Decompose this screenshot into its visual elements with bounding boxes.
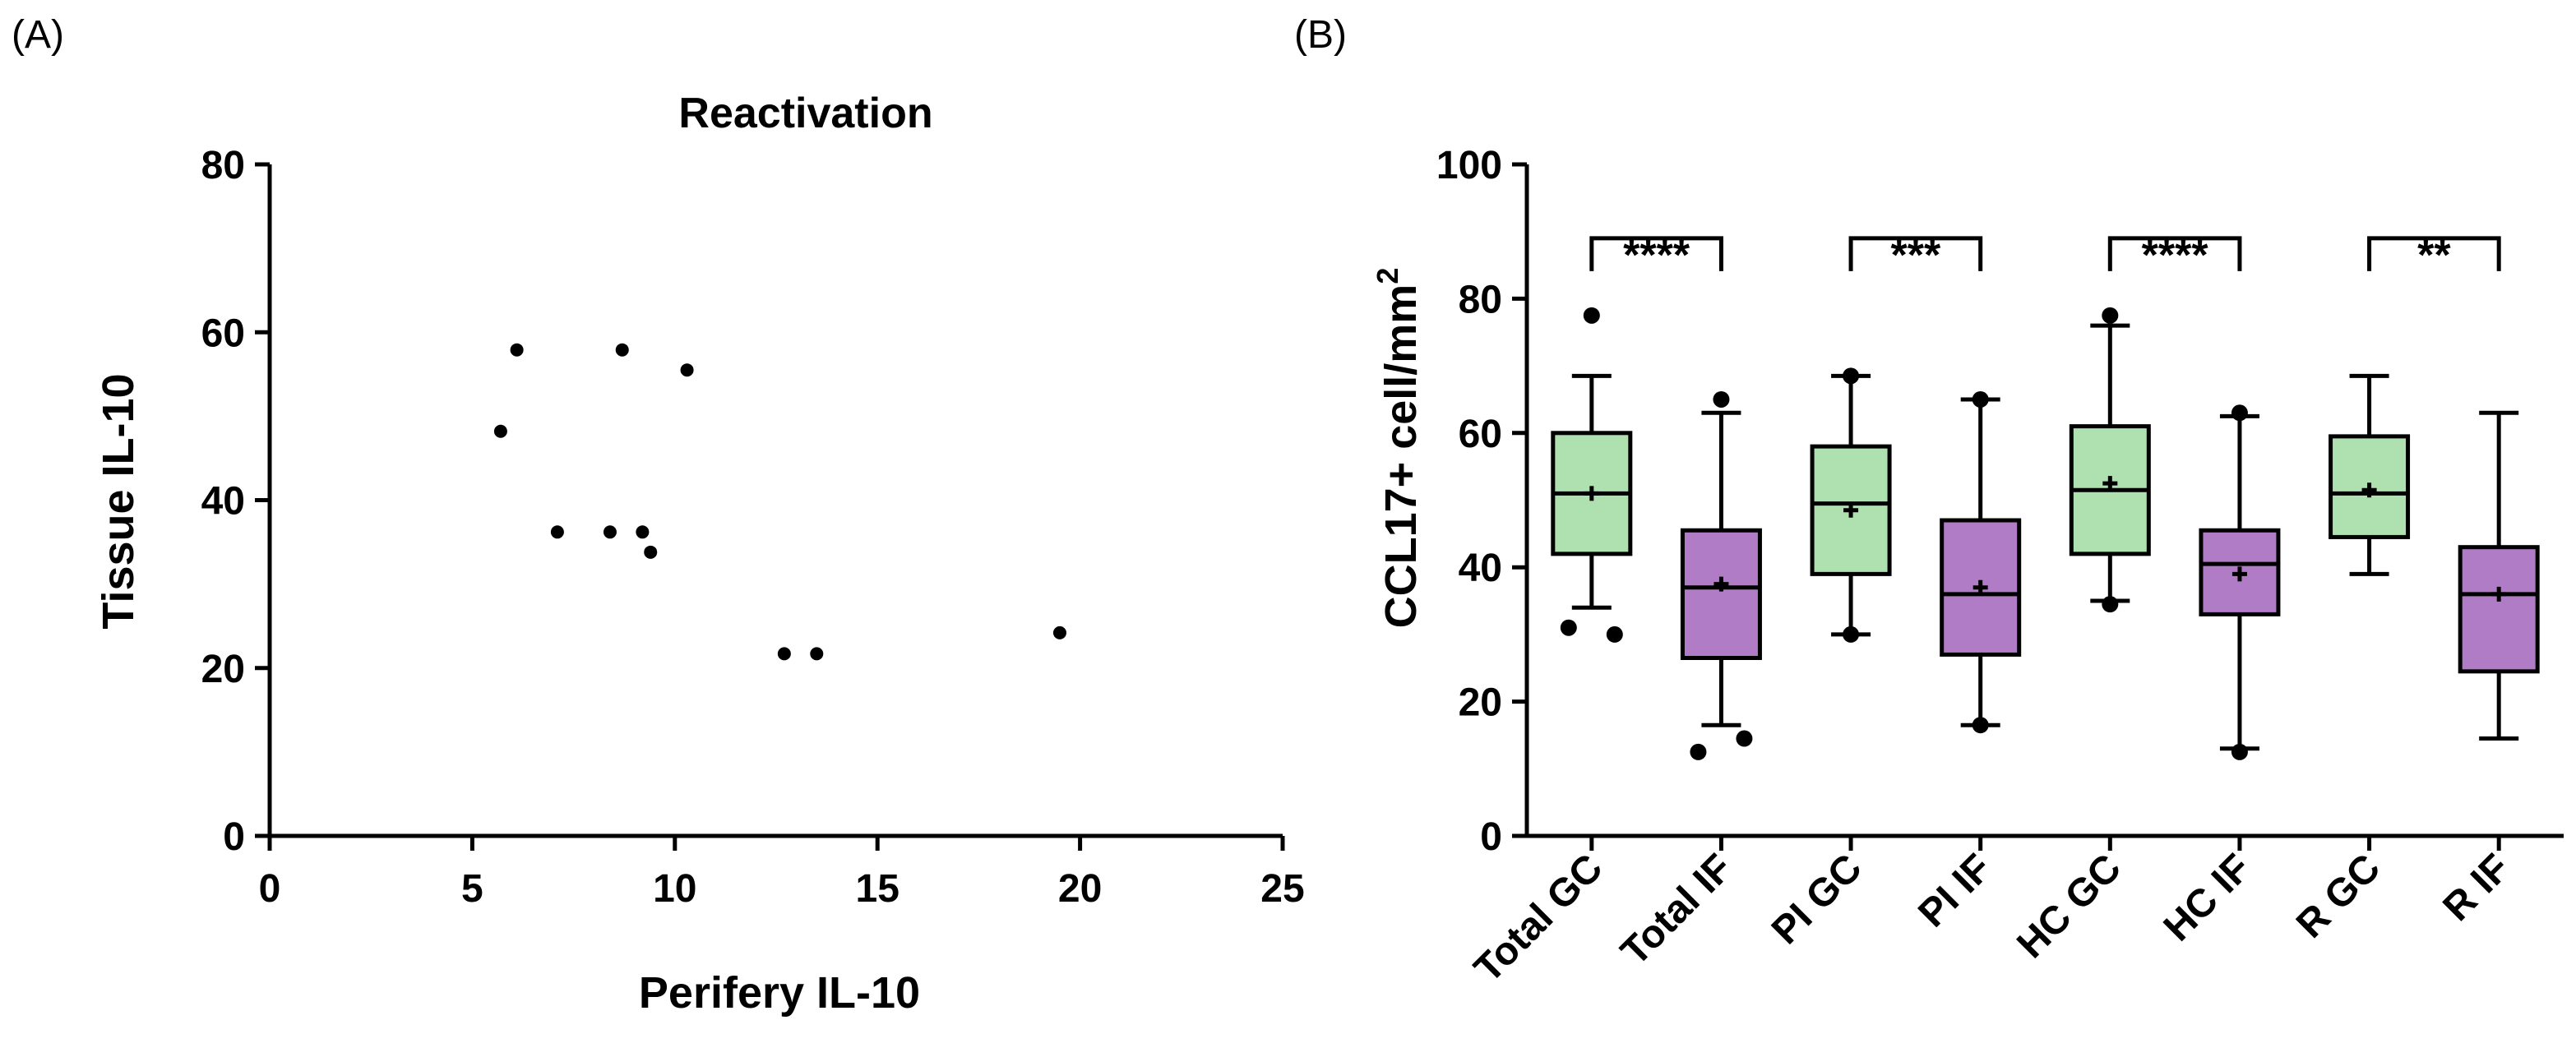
chart-b-ylabel-main: CCL17+ cell/mm bbox=[1376, 284, 1426, 629]
x-category-label: Total IF bbox=[1613, 846, 1741, 974]
outlier-point bbox=[1560, 619, 1577, 636]
y-tick-label: 0 bbox=[223, 815, 245, 859]
outlier-point bbox=[1606, 625, 1623, 643]
outlier-point bbox=[1713, 390, 1730, 408]
significance-label: ** bbox=[2417, 232, 2451, 279]
outlier-point bbox=[1736, 730, 1753, 747]
scatter-point bbox=[810, 647, 824, 661]
outlier-point bbox=[1583, 307, 1600, 324]
scatter-point bbox=[1052, 625, 1066, 639]
chart-b-ylabel-sup: 2 bbox=[1371, 268, 1404, 284]
y-tick-label: 20 bbox=[201, 648, 245, 691]
x-category-label: PI IF bbox=[1910, 846, 2000, 935]
significance-label: *** bbox=[1891, 232, 1941, 279]
box-iqr bbox=[2458, 545, 2540, 674]
x-category-label: HC IF bbox=[2156, 846, 2259, 949]
x-category-label: Total GC bbox=[1466, 846, 1611, 990]
x-category-label: HC GC bbox=[2009, 846, 2130, 967]
outlier-point bbox=[2231, 404, 2248, 422]
scatter-point bbox=[644, 545, 658, 559]
outlier-point bbox=[2102, 307, 2119, 324]
significance-bracket: **** bbox=[1589, 232, 1723, 279]
y-tick-label: 20 bbox=[1459, 681, 1502, 725]
box-hc-if bbox=[2199, 404, 2281, 760]
y-tick-label: 40 bbox=[1459, 547, 1502, 590]
scatter-point bbox=[550, 525, 564, 539]
box-pi-gc bbox=[1810, 367, 1892, 643]
chart-a-xlabel: Perifery IL-10 bbox=[639, 968, 920, 1018]
significance-label: **** bbox=[2142, 232, 2209, 279]
scatter-point bbox=[493, 424, 507, 438]
box-r-if bbox=[2458, 410, 2540, 741]
box-total-if bbox=[1680, 390, 1762, 760]
outlier-point bbox=[1972, 390, 1989, 408]
bracket-line bbox=[1589, 236, 1723, 271]
x-category-label: PI GC bbox=[1764, 846, 1871, 953]
y-tick-label: 80 bbox=[1459, 278, 1502, 321]
x-tick-label: 15 bbox=[856, 867, 900, 911]
outlier-point bbox=[1972, 717, 1989, 734]
outlier-point bbox=[1843, 625, 1860, 643]
x-tick-label: 10 bbox=[653, 867, 696, 911]
scatter-point bbox=[680, 363, 694, 377]
box-hc-gc bbox=[2069, 307, 2151, 613]
x-tick-label: 0 bbox=[259, 867, 281, 911]
significance-bracket: ** bbox=[2367, 232, 2501, 279]
chart-a-plot: 0 20 40 60 80 0 5 10 15 20 25 bbox=[201, 144, 1305, 911]
significance-bracket: *** bbox=[1848, 232, 1983, 279]
significance-label: **** bbox=[1623, 232, 1690, 279]
x-category-label: R GC bbox=[2288, 846, 2389, 946]
scatter-point bbox=[615, 343, 629, 357]
chart-a-title: Reactivation bbox=[678, 90, 932, 137]
x-tick-label: 20 bbox=[1058, 867, 1102, 911]
box-total-gc bbox=[1551, 307, 1633, 643]
x-tick-label: 5 bbox=[461, 867, 483, 911]
scatter-point bbox=[636, 525, 650, 539]
box-pi-if bbox=[1940, 390, 2022, 734]
scatter-point bbox=[603, 525, 617, 539]
chart-b-ylabel: CCL17+ cell/mm2 bbox=[1371, 268, 1426, 629]
outlier-point bbox=[1690, 743, 1707, 760]
x-category-label: R IF bbox=[2435, 846, 2518, 930]
chart-a-ylabel: Tissue IL-10 bbox=[94, 373, 143, 629]
panel-a-label: (A) bbox=[12, 13, 64, 57]
y-tick-label: 60 bbox=[201, 312, 245, 355]
y-tick-label: 60 bbox=[1459, 413, 1502, 456]
box-r-gc bbox=[2329, 373, 2411, 576]
panel-b-label: (B) bbox=[1294, 13, 1347, 57]
bracket-line bbox=[2367, 236, 2501, 271]
outlier-point bbox=[2102, 596, 2119, 613]
y-tick-label: 0 bbox=[1480, 815, 1502, 859]
significance-bracket: **** bbox=[2107, 232, 2242, 279]
scatter-point bbox=[510, 343, 524, 357]
y-tick-label: 80 bbox=[201, 144, 245, 187]
y-tick-label: 100 bbox=[1436, 144, 1502, 187]
bracket-line bbox=[1848, 236, 1983, 271]
x-tick-label: 25 bbox=[1260, 867, 1304, 911]
box-iqr bbox=[1680, 528, 1762, 660]
bracket-line bbox=[2107, 236, 2242, 271]
scatter-point bbox=[777, 647, 791, 661]
outlier-point bbox=[2231, 743, 2248, 760]
y-tick-label: 40 bbox=[201, 480, 245, 524]
outlier-point bbox=[1843, 367, 1860, 385]
